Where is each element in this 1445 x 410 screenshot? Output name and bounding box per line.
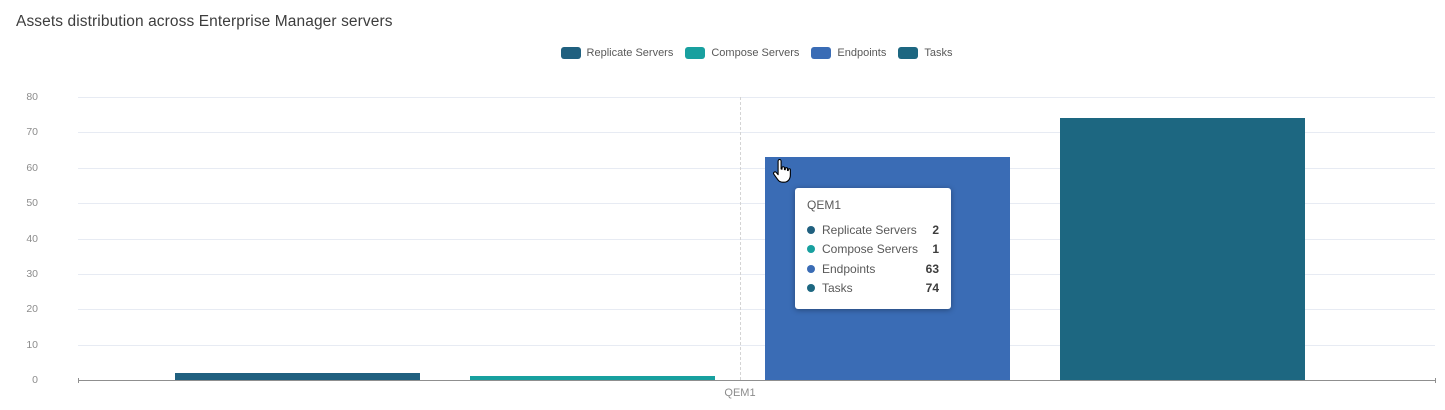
tooltip-series-label: Endpoints [822, 261, 876, 276]
bar-replicate-servers[interactable] [175, 373, 420, 380]
gridline-y-80 [78, 97, 1435, 98]
legend-item-replicate-servers: Replicate Servers [560, 47, 674, 59]
y-axis-tick-label: 10 [26, 339, 38, 351]
tooltip-series-value: 2 [932, 222, 939, 237]
legend-swatch-icon [685, 47, 706, 59]
legend-item-tasks: Tasks [898, 47, 952, 59]
legend-item-endpoints: Endpoints [811, 47, 886, 59]
tooltip-row: Tasks 74 [807, 279, 939, 299]
legend-item-compose-servers: Compose Servers [685, 47, 799, 59]
series-dot-icon [807, 284, 815, 293]
legend-label: Compose Servers [711, 47, 800, 59]
gridline-y-70 [78, 132, 1435, 133]
tooltip-series-label: Compose Servers [822, 242, 919, 257]
tooltip-row: Compose Servers 1 [807, 240, 939, 260]
x-axis-line [78, 380, 1435, 381]
gridline-y-20 [78, 309, 1435, 310]
series-dot-icon [807, 245, 815, 254]
gridline-y-60 [78, 168, 1435, 169]
legend-swatch-icon [898, 47, 919, 59]
legend-swatch-icon [811, 47, 832, 59]
gridline-y-10 [78, 345, 1435, 346]
x-axis-end-tick [78, 378, 79, 383]
legend-label: Replicate Servers [586, 47, 674, 59]
tooltip-series-value: 63 [925, 261, 939, 276]
tooltip-series-value: 74 [925, 281, 939, 296]
x-axis-end-tick [1435, 378, 1436, 383]
series-dot-icon [807, 225, 815, 234]
hover-category-line [740, 97, 741, 380]
legend-label: Endpoints [837, 47, 887, 59]
tooltip-row: Endpoints 63 [807, 259, 939, 279]
tooltip-series-value: 1 [932, 242, 939, 257]
gridline-y-30 [78, 274, 1435, 275]
y-axis-tick-label: 80 [26, 91, 38, 103]
hover-tooltip: QEM1 Replicate Servers 2 Compose Servers 1 E… [795, 188, 951, 309]
y-axis-tick-label: 60 [26, 162, 38, 174]
mouse-pointer-icon [770, 158, 794, 192]
gridline-y-40 [78, 239, 1435, 240]
y-axis-tick-label: 30 [26, 268, 38, 280]
bar-compose-servers[interactable] [470, 376, 715, 380]
y-axis-tick-label: 50 [26, 197, 38, 209]
tooltip-series-label: Replicate Servers [822, 222, 917, 237]
bar-tasks[interactable] [1060, 118, 1305, 380]
tooltip-row: Replicate Servers 2 [807, 220, 939, 240]
x-axis-category-label: QEM1 [724, 387, 756, 399]
y-axis-tick-label: 0 [32, 374, 38, 386]
chart-legend: Replicate Servers Compose Servers Endpoint… [78, 47, 1435, 59]
chart-title: Assets distribution across Enterprise Ma… [16, 13, 393, 30]
series-dot-icon [807, 264, 815, 273]
tooltip-series-label: Tasks [822, 281, 853, 296]
tooltip-category-title: QEM1 [807, 198, 842, 212]
y-axis-tick-label: 40 [26, 233, 38, 245]
y-axis-tick-label: 20 [26, 303, 38, 315]
y-axis-tick-label: 70 [26, 126, 38, 138]
legend-label: Tasks [924, 47, 953, 59]
legend-swatch-icon [560, 47, 581, 59]
gridline-y-50 [78, 203, 1435, 204]
